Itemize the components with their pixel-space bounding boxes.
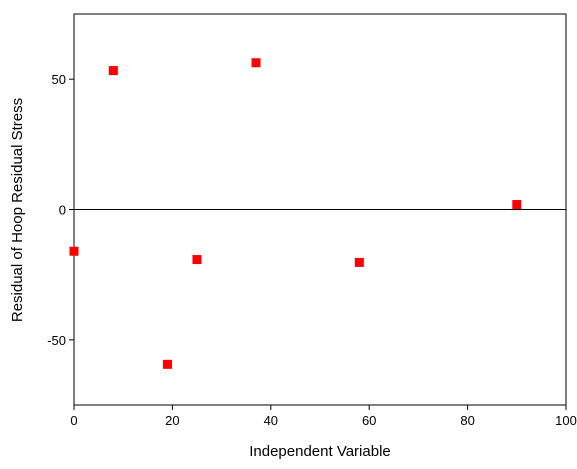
point (69, 246, 79, 256)
y-tick-label: -50 (47, 333, 66, 348)
y-axis-label: Residual of Hoop Residual Stress (9, 98, 26, 322)
point (192, 255, 202, 265)
point (108, 66, 118, 76)
y-tick-label: 50 (52, 72, 66, 87)
x-tick-label: 60 (362, 413, 376, 428)
point (354, 257, 364, 267)
x-tick-label: 80 (460, 413, 474, 428)
x-tick-label: 0 (70, 413, 77, 428)
x-tick-label: 100 (555, 413, 577, 428)
point (512, 200, 522, 210)
x-tick-label: 40 (264, 413, 278, 428)
x-axis-label: Independent Variable (249, 443, 391, 460)
x-tick-label: 20 (165, 413, 179, 428)
point (251, 58, 261, 68)
y-tick-label: 0 (59, 203, 66, 218)
point (162, 359, 172, 369)
